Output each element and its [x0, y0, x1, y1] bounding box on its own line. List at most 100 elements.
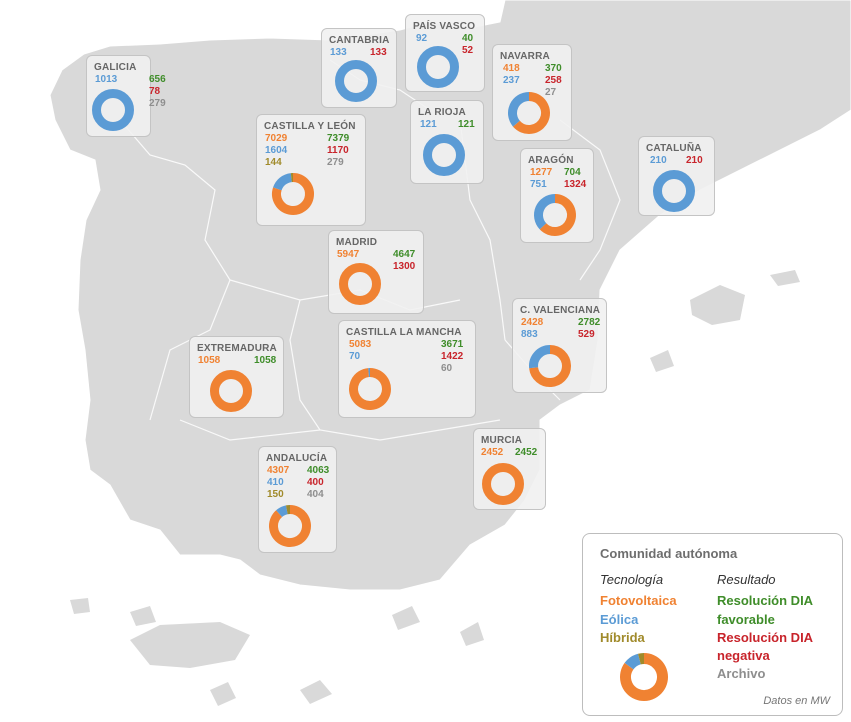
region-card-galicia: GALICIA 1013 656 78 279	[86, 55, 166, 137]
value-negative: 258	[545, 75, 562, 86]
value-negative: 529	[578, 329, 595, 340]
legend-favorable-line1: Resolución DIA	[717, 593, 814, 608]
technology-donut	[508, 92, 550, 134]
donut-segment-pv	[620, 653, 668, 701]
value-negative: 1170	[327, 145, 349, 156]
donut-segment-hybrid	[638, 653, 645, 665]
region-name: ANDALUCÍA	[266, 453, 328, 464]
value-wind: 1013	[95, 74, 118, 85]
canary-islands	[70, 598, 484, 706]
value-archive: 404	[307, 489, 324, 500]
legend-archive: Archivo	[717, 666, 766, 681]
value-hybrid: 150	[267, 489, 284, 500]
value-archive: 27	[545, 87, 557, 98]
value-favorable: 2782	[578, 317, 601, 328]
technology-donut	[417, 46, 459, 88]
value-wind: 70	[349, 351, 361, 362]
value-wind: 133	[330, 47, 347, 58]
technology-donut	[210, 370, 252, 412]
value-hybrid: 144	[265, 157, 282, 168]
region-card-extremadura: EXTREMADURA 1058 1058	[189, 336, 284, 418]
value-negative: 78	[149, 86, 161, 97]
ibiza	[650, 350, 674, 372]
region-name: LA RIOJA	[418, 107, 466, 118]
donut-segment-pv	[210, 370, 252, 412]
value-favorable: 40	[462, 33, 474, 44]
value-wind: 210	[650, 155, 667, 166]
value-wind: 883	[521, 329, 538, 340]
donut-segment-wind	[335, 60, 377, 102]
donut-segment-wind	[273, 173, 293, 191]
value-favorable: 656	[149, 74, 166, 85]
region-card-c-valenciana: C. VALENCIANA 2428 883 2782 529	[512, 298, 607, 393]
technology-donut	[339, 263, 381, 305]
technology-donut	[335, 60, 377, 102]
legend-title: Comunidad autónoma	[600, 546, 738, 561]
value-favorable: 704	[564, 167, 581, 178]
value-negative: 52	[462, 45, 474, 56]
donut-segment-pv	[339, 263, 381, 305]
region-card-murcia: MURCIA 2452 2452	[473, 428, 546, 510]
value-favorable: 4647	[393, 249, 416, 260]
value-favorable: 121	[458, 119, 475, 130]
donut-segment-wind	[624, 653, 642, 670]
legend-units-note: Datos en MW	[763, 695, 830, 707]
donut-segment-pv	[272, 173, 314, 215]
region-card-madrid: MADRID 5947 4647 1300	[328, 230, 424, 314]
value-pv: 1058	[198, 355, 221, 366]
technology-donut	[482, 463, 524, 505]
region-name: MURCIA	[481, 435, 523, 446]
technology-donut	[423, 134, 465, 176]
value-negative: 400	[307, 477, 324, 488]
donut-segment-pv	[269, 505, 311, 547]
legend-negative-line2: negativa	[717, 648, 770, 663]
legend-hybrid: Híbrida	[600, 630, 645, 645]
donut-segment-wind	[417, 46, 459, 88]
value-archive: 60	[441, 363, 453, 374]
region-card-navarra: NAVARRA 418 237 370 258 27	[492, 44, 572, 141]
value-negative: 133	[370, 47, 387, 58]
region-name: CATALUÑA	[646, 143, 702, 154]
legend-favorable-line2: favorable	[717, 612, 775, 627]
legend-pv: Fotovoltaica	[600, 593, 677, 608]
value-favorable: 2452	[515, 447, 538, 458]
legend-negative-line1: Resolución DIA	[717, 630, 814, 645]
region-card-castilla-la-mancha: CASTILLA LA MANCHA 5083 70 3671 1422 60	[338, 320, 476, 418]
donut-segment-wind	[508, 92, 530, 127]
donut-segment-pv	[482, 463, 524, 505]
africa-coast	[130, 622, 250, 668]
legend-result-heading: Resultado	[717, 572, 776, 587]
menorca	[770, 270, 800, 286]
region-card-cantabria: CANTABRIA 133 133	[321, 28, 397, 108]
technology-donut	[534, 194, 576, 236]
region-name: CASTILLA LA MANCHA	[346, 327, 462, 338]
value-pv: 1277	[530, 167, 553, 178]
value-pv: 2452	[481, 447, 504, 458]
value-pv: 2428	[521, 317, 544, 328]
value-pv: 5083	[349, 339, 372, 350]
region-name: NAVARRA	[500, 51, 550, 62]
value-wind: 92	[416, 33, 428, 44]
value-wind: 1604	[265, 145, 288, 156]
donut-segment-wind	[653, 170, 695, 212]
value-wind: 751	[530, 179, 547, 190]
value-pv: 418	[503, 63, 520, 74]
value-negative: 1422	[441, 351, 464, 362]
region-card-la-rioja: LA RIOJA 121 121	[410, 100, 484, 184]
value-archive: 279	[149, 98, 166, 109]
donut-segment-wind	[92, 89, 134, 131]
value-favorable: 370	[545, 63, 562, 74]
value-negative: 1300	[393, 261, 416, 272]
mallorca	[690, 285, 745, 325]
value-wind: 410	[267, 477, 284, 488]
donut-segment-wind	[529, 345, 551, 369]
donut-segment-pv	[529, 345, 571, 387]
region-name: CANTABRIA	[329, 35, 390, 46]
value-favorable: 4063	[307, 465, 330, 476]
region-name: GALICIA	[94, 62, 137, 73]
technology-donut	[349, 368, 391, 410]
donut-segment-pv	[349, 368, 391, 410]
technology-donut	[272, 173, 314, 215]
value-wind: 121	[420, 119, 437, 130]
